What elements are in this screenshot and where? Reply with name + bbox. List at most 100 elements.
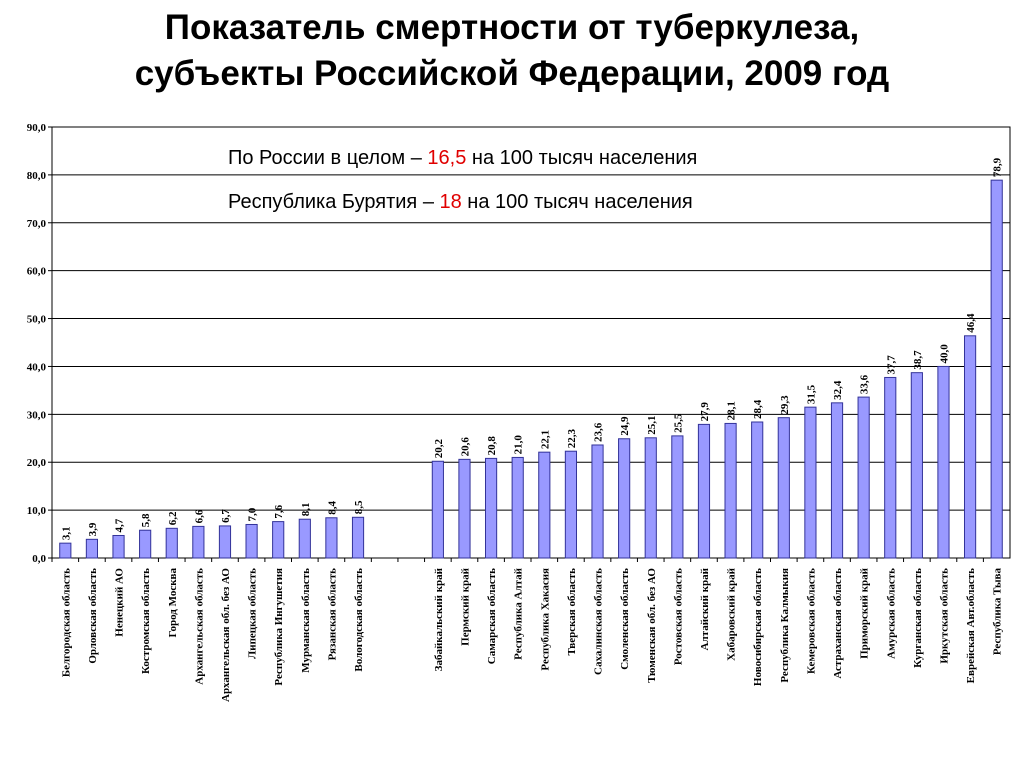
bar-value-label: 27,9 <box>699 402 711 422</box>
bar <box>458 458 471 559</box>
bar-value-label: 46,4 <box>965 313 977 333</box>
x-category-label: Орловская область <box>87 568 99 664</box>
bar <box>165 527 178 559</box>
bar <box>245 523 258 559</box>
x-category-label: Ростовская область <box>672 568 684 665</box>
x-category-label: Вологодская область <box>353 568 365 672</box>
bar-value-label: 24,9 <box>619 416 631 436</box>
annotation-russia: По России в целом – 16,5 на 100 тысяч на… <box>228 147 697 169</box>
bar-value-label: 8,5 <box>353 500 365 514</box>
x-category-label: Курганская область <box>912 568 924 668</box>
bar <box>777 417 790 559</box>
bar-value-label: 37,7 <box>885 355 897 375</box>
x-category-label: Сахалинская область <box>593 568 605 675</box>
bar-value-label: 31,5 <box>805 384 817 404</box>
bar <box>85 538 99 559</box>
bar-value-label: 5,8 <box>140 513 152 527</box>
bar <box>511 456 524 559</box>
bar <box>192 525 205 559</box>
x-category-label: Республика Алтай <box>513 567 525 659</box>
bar-value-label: 25,5 <box>672 413 684 433</box>
bar-value-label: 4,7 <box>114 518 126 532</box>
x-category-label: Иркутская область <box>938 568 950 664</box>
bar <box>325 517 338 559</box>
bar <box>112 534 125 559</box>
bar-value-label: 28,4 <box>752 399 764 419</box>
bar-value-label: 7,6 <box>273 504 285 518</box>
bar-value-label: 21,0 <box>513 435 525 455</box>
x-category-label: Пермский край <box>459 567 471 645</box>
bar <box>218 525 232 559</box>
y-tick-label: 90,0 <box>27 122 47 134</box>
bar-value-label: 20,2 <box>433 439 445 459</box>
bar-value-label: 25,1 <box>646 416 658 435</box>
y-tick-label: 60,0 <box>27 266 47 278</box>
y-tick-label: 40,0 <box>27 361 47 373</box>
x-category-label: Хабаровский край <box>726 567 738 660</box>
bar-value-label: 22,3 <box>566 428 578 448</box>
bar-value-label: 22,1 <box>539 430 551 449</box>
x-category-label: Республика Хакасия <box>539 568 551 671</box>
annotation-russia-suffix: на 100 тысяч населения <box>466 147 697 169</box>
chart-title-line2: субъекты Российской Федерации, 2009 год <box>134 54 890 93</box>
bar-value-label: 20,6 <box>459 437 471 457</box>
bar-value-label: 6,7 <box>220 509 232 523</box>
bar <box>591 444 604 559</box>
y-tick-label: 50,0 <box>27 314 47 326</box>
x-category-label: Рязанская область <box>326 568 338 661</box>
x-category-label: Кемеровская область <box>805 568 817 674</box>
x-category-label: Алтайский край <box>699 567 711 650</box>
x-category-label: Амурская область <box>885 568 897 659</box>
bar <box>431 460 444 559</box>
bar <box>724 422 737 559</box>
x-category-label: Республика Калмыкия <box>779 568 791 683</box>
bar-value-label: 28,1 <box>726 401 738 420</box>
y-tick-label: 10,0 <box>27 505 47 517</box>
bar <box>937 365 950 559</box>
annotation-russia-value: 16,5 <box>427 147 466 169</box>
bar-value-label: 3,9 <box>87 522 99 536</box>
y-tick-label: 70,0 <box>27 218 47 230</box>
bar <box>671 435 684 559</box>
bar <box>564 450 578 559</box>
bar <box>910 372 923 559</box>
bar <box>884 376 897 559</box>
bar-value-label: 8,4 <box>326 501 338 515</box>
x-category-label: Тюменская обл. без АО <box>646 568 658 683</box>
bar <box>272 521 285 559</box>
annotation-buryatia: Республика Бурятия – 18 на 100 тысяч нас… <box>228 191 693 213</box>
x-category-label: Республика Ингушетия <box>273 568 285 686</box>
bar-value-label: 40,0 <box>938 344 950 364</box>
y-tick-label: 20,0 <box>27 457 47 469</box>
x-category-label: Астраханская область <box>832 568 844 679</box>
bar <box>351 516 365 559</box>
bar-value-label: 33,6 <box>859 374 871 394</box>
y-tick-label: 0,0 <box>32 553 46 565</box>
bar <box>830 402 844 559</box>
bar <box>538 451 551 559</box>
x-category-label: Город Москва <box>167 568 179 638</box>
x-category-label: Липецкая область <box>247 568 259 659</box>
annotation-buryatia-suffix: на 100 тысяч населения <box>462 191 693 213</box>
bar-value-label: 32,4 <box>832 380 844 400</box>
bar <box>857 396 870 559</box>
bar <box>59 542 72 559</box>
x-category-label: Тверская область <box>566 568 578 656</box>
bar-value-label: 38,7 <box>912 350 924 370</box>
grid-lines <box>51 126 1011 559</box>
x-category-label: Мурманская область <box>300 568 312 673</box>
chart-title-line1: Показатель смертности от туберкулеза, <box>164 8 860 47</box>
bar <box>298 518 311 559</box>
x-category-label: Приморский край <box>859 567 871 659</box>
x-category-label: Архангельская область <box>193 568 205 685</box>
x-axis-labels: Белгородская область Орловская область Нен… <box>51 558 1004 702</box>
x-category-label: Смоленская область <box>619 568 631 670</box>
x-category-label: Самарская область <box>486 568 498 664</box>
x-category-label: Забайкальский край <box>433 567 445 671</box>
bar-value-label: 7,0 <box>247 507 259 521</box>
bar <box>484 457 498 559</box>
bar <box>804 406 817 559</box>
annotation-russia-prefix: По России в целом – <box>228 147 427 169</box>
y-tick-label: 30,0 <box>27 409 47 421</box>
bar <box>139 529 152 559</box>
